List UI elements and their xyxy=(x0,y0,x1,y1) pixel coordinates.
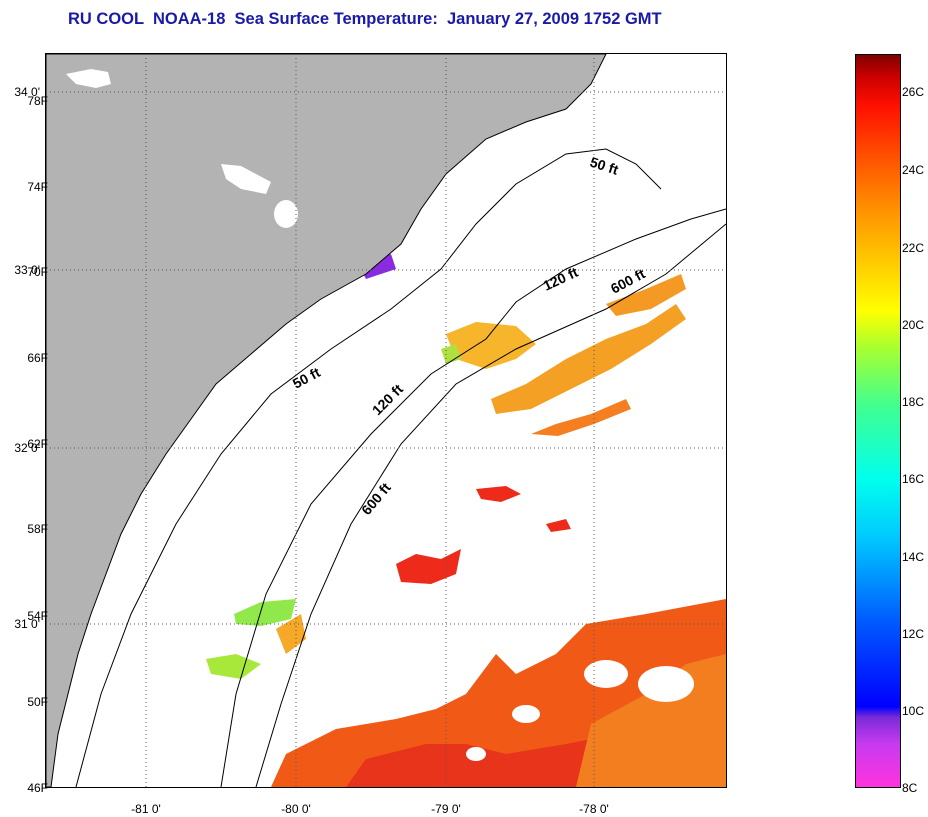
sst-mid-patches xyxy=(396,486,571,584)
temperature-colorbar xyxy=(855,54,901,788)
lat-label-33: 33 0' xyxy=(14,263,40,277)
cbar-label-62f: 62F xyxy=(27,437,48,451)
grid-lines xyxy=(46,54,726,787)
cbar-label-10c: 10C xyxy=(902,704,925,718)
inland-lakes xyxy=(66,69,298,228)
lon-label-78: -78 0' xyxy=(579,802,609,816)
cbar-label-14c: 14C xyxy=(902,550,925,564)
label-50ft-north: 50 ft xyxy=(588,154,621,178)
map-title: RU COOL NOAA-18 Sea Surface Temperature:… xyxy=(68,10,662,28)
lat-label-34: 34 0' xyxy=(14,85,40,99)
cbar-label-26c: 26C xyxy=(902,85,925,99)
label-120ft-north: 120 ft xyxy=(541,264,581,294)
cbar-label-70f: 70F xyxy=(27,265,48,279)
cbar-label-50f: 50F xyxy=(27,695,48,709)
cbar-label-78f: 78F xyxy=(27,94,48,108)
lon-label-81: -81 0' xyxy=(131,802,161,816)
cbar-label-54f: 54F xyxy=(27,609,48,623)
land-mass xyxy=(46,54,607,787)
lon-label-80: -80 0' xyxy=(281,802,311,816)
cbar-label-74f: 74F xyxy=(27,180,48,194)
cbar-label-12c: 12C xyxy=(902,627,925,641)
lat-label-31: 31 0' xyxy=(14,617,40,631)
cbar-label-18c: 18C xyxy=(902,395,925,409)
lat-label-32: 32 0' xyxy=(14,441,40,455)
map-canvas: 50 ft 50 ft 120 ft 120 ft 600 ft 600 ft xyxy=(46,54,726,787)
cbar-label-8c: 8C xyxy=(902,781,918,795)
lon-label-79: -79 0' xyxy=(431,802,461,816)
cbar-label-66f: 66F xyxy=(27,351,48,365)
cbar-label-24c: 24C xyxy=(902,163,925,177)
label-600ft-south: 600 ft xyxy=(358,479,394,518)
cbar-label-58f: 58F xyxy=(27,522,48,536)
cbar-label-46f: 46F xyxy=(27,781,48,795)
contour-120ft xyxy=(220,208,726,787)
label-120ft-south: 120 ft xyxy=(369,381,406,418)
sst-frontal-band xyxy=(441,274,686,436)
sst-warm-field xyxy=(271,599,726,787)
label-50ft-south: 50 ft xyxy=(290,364,323,392)
contour-50ft xyxy=(75,148,662,787)
cbar-label-20c: 20C xyxy=(902,318,925,332)
cbar-label-16c: 16C xyxy=(902,472,925,486)
sst-map[interactable]: 50 ft 50 ft 120 ft 120 ft 600 ft 600 ft xyxy=(45,53,727,788)
cbar-label-22c: 22C xyxy=(902,241,925,255)
